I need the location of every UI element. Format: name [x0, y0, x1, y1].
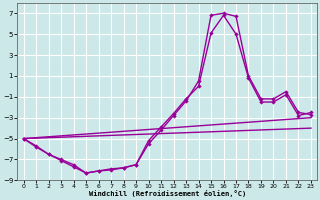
X-axis label: Windchill (Refroidissement éolien,°C): Windchill (Refroidissement éolien,°C) [89, 190, 246, 197]
